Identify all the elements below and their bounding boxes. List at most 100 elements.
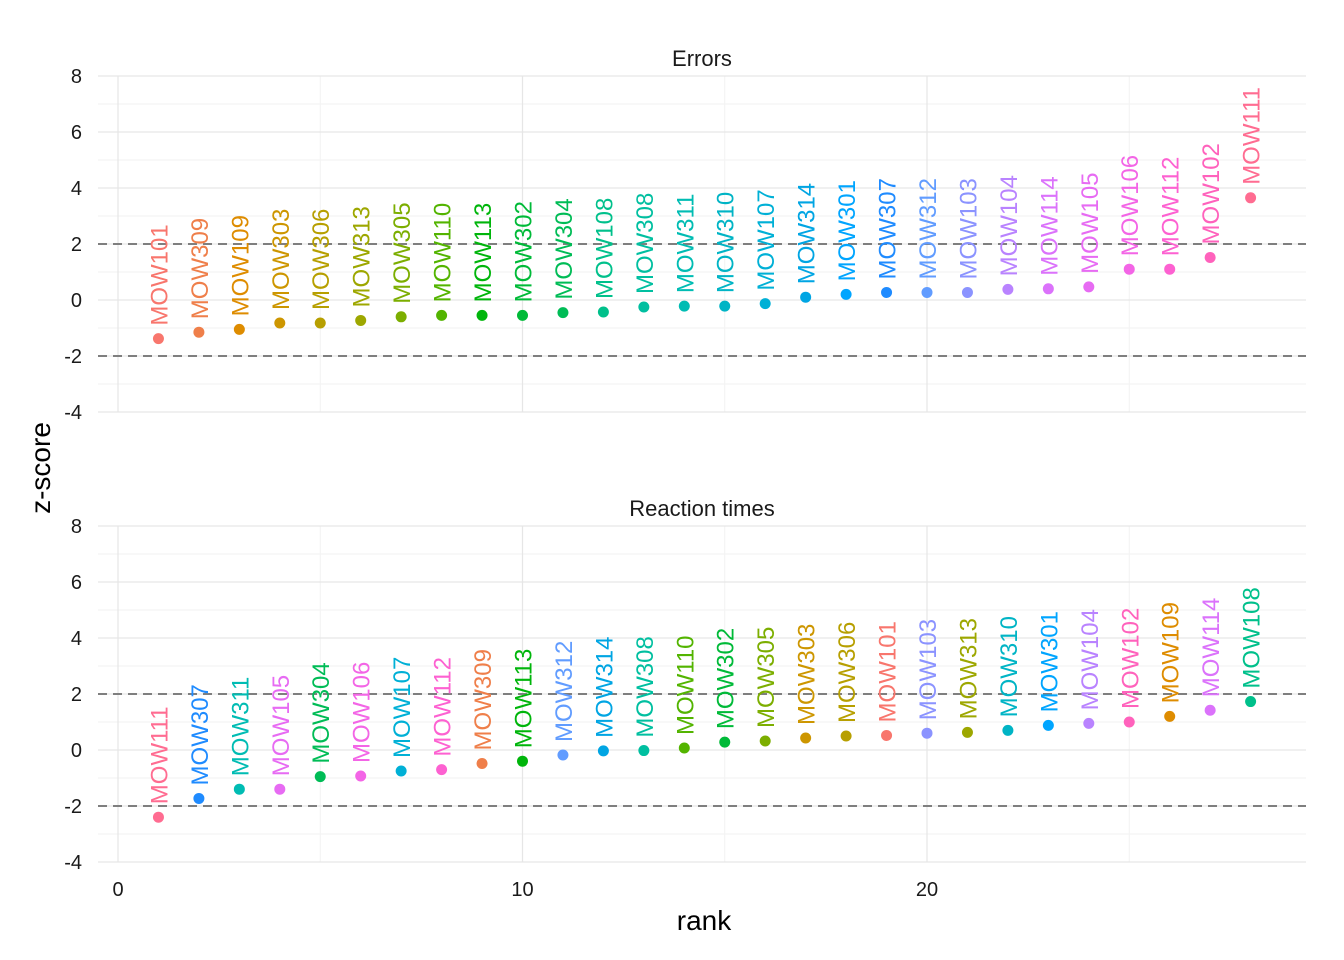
data-point: [840, 288, 852, 300]
panel-reaction-times: -4 -2 0 2 4 6 8 Reaction times MOW111 MOW307 MOW31…: [64, 496, 1306, 901]
y-axis-title: z-score: [25, 422, 56, 514]
data-point: [678, 742, 690, 754]
data-point: [1123, 263, 1135, 275]
point-label: MOW110: [430, 203, 457, 303]
point-label: MOW307: [875, 178, 902, 279]
x-tick-label: 10: [511, 879, 533, 901]
data-point: [678, 300, 690, 312]
point-label: MOW114: [1036, 176, 1063, 276]
y-tick-label: 8: [71, 66, 82, 88]
data-point: [638, 301, 650, 313]
point-label: MOW313: [349, 206, 376, 307]
data-point: [840, 730, 852, 742]
point-label: MOW105: [268, 675, 295, 776]
data-point: [274, 317, 286, 329]
y-tick-label: 4: [71, 178, 82, 200]
y-tick-label: 2: [71, 684, 82, 706]
point-label: MOW304: [551, 198, 578, 299]
data-point: [961, 726, 973, 738]
y-tick-label: -4: [64, 852, 82, 874]
x-tick-label: 20: [916, 879, 938, 901]
data-point: [759, 735, 771, 747]
panels: -4 -2 0 2 4 6 8 Errors MOW101 MOW309 MOW109 MOW303 M…: [64, 46, 1306, 901]
point-label: MOW301: [1036, 611, 1063, 712]
data-point: [476, 309, 488, 321]
point-label: MOW312: [915, 178, 942, 279]
point-label: MOW308: [632, 193, 659, 294]
point-label: MOW302: [511, 201, 538, 302]
point-label: MOW112: [1158, 157, 1185, 257]
point-label: MOW306: [834, 622, 861, 723]
point-label: MOW111: [146, 706, 173, 804]
data-point: [1245, 696, 1257, 708]
point-label: MOW102: [1117, 608, 1144, 709]
point-label: MOW111: [1239, 87, 1266, 185]
data-point: [921, 727, 933, 739]
point-label: MOW305: [753, 627, 780, 728]
data-point: [1164, 710, 1176, 722]
point-label: MOW113: [470, 203, 497, 303]
point-label: MOW311: [672, 194, 699, 294]
panel-title: Reaction times: [629, 496, 775, 521]
point-label: MOW107: [389, 657, 416, 758]
point-label: MOW108: [1239, 587, 1266, 688]
data-point: [233, 323, 245, 335]
data-point: [395, 765, 407, 777]
point-label: MOW113: [511, 649, 538, 749]
data-point: [274, 783, 286, 795]
point-label: MOW306: [308, 209, 335, 310]
point-label: MOW310: [713, 192, 740, 293]
y-tick-label: 0: [71, 740, 82, 762]
data-point: [719, 736, 731, 748]
point-label: MOW309: [470, 649, 497, 750]
data-point: [1083, 717, 1095, 729]
point-label: MOW312: [551, 641, 578, 742]
point-label: MOW110: [672, 635, 699, 735]
data-point: [1002, 724, 1014, 736]
data-point: [355, 314, 367, 326]
data-point: [1204, 704, 1216, 716]
data-point: [638, 745, 650, 757]
point-label: MOW307: [187, 684, 214, 785]
data-point: [314, 317, 326, 329]
data-point: [597, 306, 609, 318]
point-label: MOW103: [915, 619, 942, 720]
data-point: [1245, 192, 1257, 204]
point-label: MOW102: [1198, 143, 1225, 244]
point-label: MOW103: [955, 178, 982, 279]
data-point: [759, 298, 771, 310]
point-label: MOW313: [955, 618, 982, 719]
point-label: MOW304: [308, 662, 335, 763]
data-point: [1002, 283, 1014, 295]
data-point: [557, 307, 569, 319]
point-label: MOW314: [591, 636, 618, 737]
data-point: [193, 326, 205, 338]
data-point: [881, 286, 893, 298]
data-point: [1123, 716, 1135, 728]
data-point: [436, 764, 448, 776]
data-point: [921, 286, 933, 298]
y-tick-label: 6: [71, 122, 82, 144]
data-point: [517, 309, 528, 321]
data-point: [355, 770, 367, 782]
data-point: [557, 749, 569, 761]
point-label: MOW109: [227, 215, 254, 316]
data-point: [1042, 719, 1054, 731]
point-label: MOW108: [591, 198, 618, 299]
point-label: MOW104: [996, 175, 1023, 276]
data-point: [1083, 281, 1095, 293]
y-tick-label: 6: [71, 572, 82, 594]
point-label: MOW309: [187, 218, 214, 319]
y-tick-label: -4: [64, 402, 82, 424]
point-label: MOW310: [996, 616, 1023, 717]
data-point: [314, 771, 326, 783]
y-tick-label: 0: [71, 290, 82, 312]
y-tick-label: -2: [64, 796, 82, 818]
data-point: [961, 286, 973, 298]
point-label: MOW114: [1198, 598, 1225, 698]
data-point: [152, 811, 164, 823]
x-axis-title: rank: [677, 905, 732, 936]
point-label: MOW302: [713, 628, 740, 729]
point-label: MOW106: [1117, 155, 1144, 256]
data-point: [152, 333, 164, 345]
